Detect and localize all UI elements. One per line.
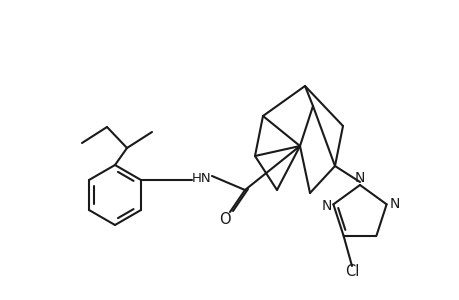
- Text: N: N: [320, 199, 331, 213]
- Text: N: N: [354, 171, 364, 185]
- Text: Cl: Cl: [344, 265, 358, 280]
- Text: O: O: [218, 212, 230, 227]
- Text: N: N: [389, 197, 399, 211]
- Text: HN: HN: [192, 172, 211, 184]
